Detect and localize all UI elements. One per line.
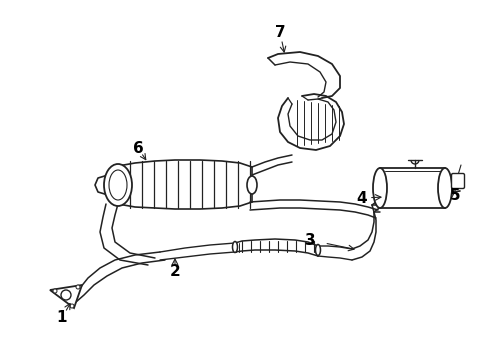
Ellipse shape xyxy=(104,164,132,206)
Circle shape xyxy=(61,290,71,300)
Text: 3: 3 xyxy=(305,233,315,248)
Polygon shape xyxy=(50,285,82,308)
Ellipse shape xyxy=(373,168,387,208)
Ellipse shape xyxy=(316,244,320,256)
Ellipse shape xyxy=(438,168,452,208)
Text: 4: 4 xyxy=(357,190,368,206)
Text: 5: 5 xyxy=(450,188,460,202)
Circle shape xyxy=(53,289,57,293)
Text: 1: 1 xyxy=(57,310,67,325)
Ellipse shape xyxy=(232,242,238,252)
Circle shape xyxy=(76,285,80,289)
Text: 7: 7 xyxy=(275,24,285,40)
FancyBboxPatch shape xyxy=(451,174,465,189)
Ellipse shape xyxy=(247,176,257,194)
Text: 6: 6 xyxy=(133,140,144,156)
Text: 2: 2 xyxy=(170,265,180,279)
Circle shape xyxy=(70,304,74,308)
